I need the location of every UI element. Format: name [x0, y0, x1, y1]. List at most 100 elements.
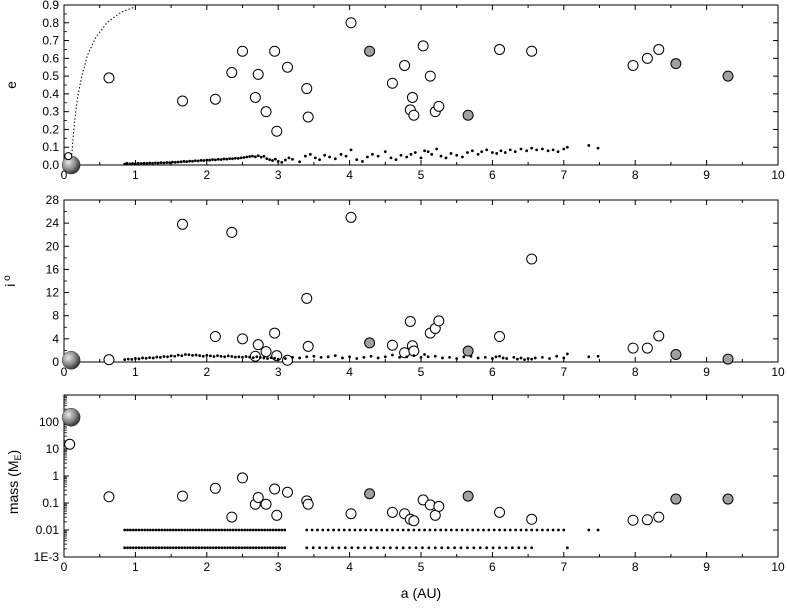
open-circle-point — [269, 327, 281, 339]
y-tick-label: 20 — [46, 239, 60, 253]
dot-point — [324, 546, 328, 550]
dot-point — [134, 357, 137, 360]
x-tick-label: 5 — [418, 365, 425, 379]
dot-point — [280, 160, 284, 164]
open-circle-point — [404, 316, 416, 327]
dot-point — [217, 546, 221, 550]
dot-point — [413, 151, 417, 154]
dot-point — [491, 357, 494, 360]
dot-point — [268, 528, 272, 532]
dot-point — [183, 528, 187, 532]
dot-point — [194, 353, 198, 357]
dot-point — [494, 355, 498, 359]
dot-point — [134, 162, 137, 166]
dot-point — [188, 528, 192, 532]
axis-text: 0 1 2 3 4 5 6 7 8 9 100.00.10.20.30.40.50.60.70.80… — [2, 0, 785, 601]
dot-point — [173, 354, 177, 358]
open-circle-point — [399, 347, 411, 359]
dot-point — [469, 354, 473, 358]
dot-point — [201, 354, 205, 358]
dot-point — [349, 148, 353, 152]
x-tick-label: 2 — [203, 560, 210, 574]
panel-frame-mass — [63, 394, 779, 558]
dot-point — [158, 355, 162, 359]
dot-point — [383, 355, 387, 359]
dot-point — [471, 528, 475, 532]
x-tick-label: 9 — [703, 168, 710, 182]
dot-point — [291, 355, 294, 359]
dot-point — [426, 355, 430, 359]
dot-point — [519, 356, 523, 360]
dot-point — [159, 161, 163, 165]
x-tick-label: 8 — [632, 365, 639, 379]
dot-point — [251, 546, 255, 550]
dot-point — [176, 353, 180, 357]
dot-point — [183, 546, 187, 550]
dot-point — [145, 162, 149, 165]
open-circle-point — [64, 438, 76, 450]
dot-point — [419, 355, 423, 359]
dot-point — [455, 153, 459, 157]
dot-point — [253, 155, 257, 159]
dot-point — [562, 528, 566, 532]
dot-point — [503, 528, 507, 532]
dot-point — [540, 355, 544, 359]
dot-point — [163, 546, 167, 550]
x-tick-label: 5 — [418, 168, 425, 182]
dot-point — [271, 159, 274, 162]
y-tick-label: 4 — [52, 332, 59, 346]
dot-point — [168, 546, 172, 550]
dot-point — [565, 145, 569, 149]
open-circle-point — [249, 91, 261, 103]
dot-point — [382, 546, 386, 550]
dot-point — [177, 528, 181, 532]
dot-point — [191, 159, 194, 163]
dot-point — [401, 546, 405, 550]
dot-point — [501, 356, 505, 360]
dot-point — [337, 528, 341, 532]
dot-point — [154, 528, 158, 532]
dot-point — [283, 158, 287, 162]
open-circle-point — [177, 218, 189, 230]
dot-point — [260, 528, 264, 532]
dot-point — [391, 528, 394, 532]
dot-point — [533, 356, 537, 360]
dot-point — [248, 155, 252, 158]
x-tick-label: 1 — [132, 168, 139, 182]
dot-point — [222, 157, 226, 161]
dot-point — [225, 157, 229, 161]
dot-point — [291, 157, 294, 161]
dot-point — [414, 546, 418, 550]
x-tick-label: 0 — [61, 168, 68, 182]
open-circle-point — [103, 72, 115, 84]
dot-point — [546, 149, 550, 153]
x-tick-label: 4 — [346, 168, 353, 182]
open-circle-point — [433, 315, 445, 327]
dot-point — [313, 156, 317, 160]
dot-point — [131, 162, 134, 165]
dot-point — [316, 528, 319, 532]
dot-point — [126, 528, 129, 532]
open-circle-point — [301, 83, 313, 95]
dot-point — [353, 528, 357, 532]
y-tick-label: 0.0 — [42, 158, 59, 172]
dot-point — [248, 355, 252, 359]
y-axis-label: i o — [2, 275, 18, 287]
dot-point — [276, 357, 280, 361]
dot-point — [495, 152, 499, 155]
dot-point — [391, 353, 394, 357]
x-tick-label: 1 — [132, 365, 139, 379]
grey-sphere-point — [61, 351, 81, 370]
dot-point — [562, 356, 566, 360]
dot-point — [233, 355, 237, 359]
dot-point — [244, 355, 248, 358]
dot-point — [483, 355, 487, 359]
dot-point — [513, 150, 517, 154]
open-circle-point — [103, 491, 115, 503]
open-circle-point — [260, 498, 272, 510]
grey-circle-point — [364, 488, 376, 500]
dot-point — [462, 355, 466, 359]
x-tick-label: 3 — [275, 365, 282, 379]
dot-point — [455, 357, 459, 360]
dot-point — [198, 354, 202, 358]
